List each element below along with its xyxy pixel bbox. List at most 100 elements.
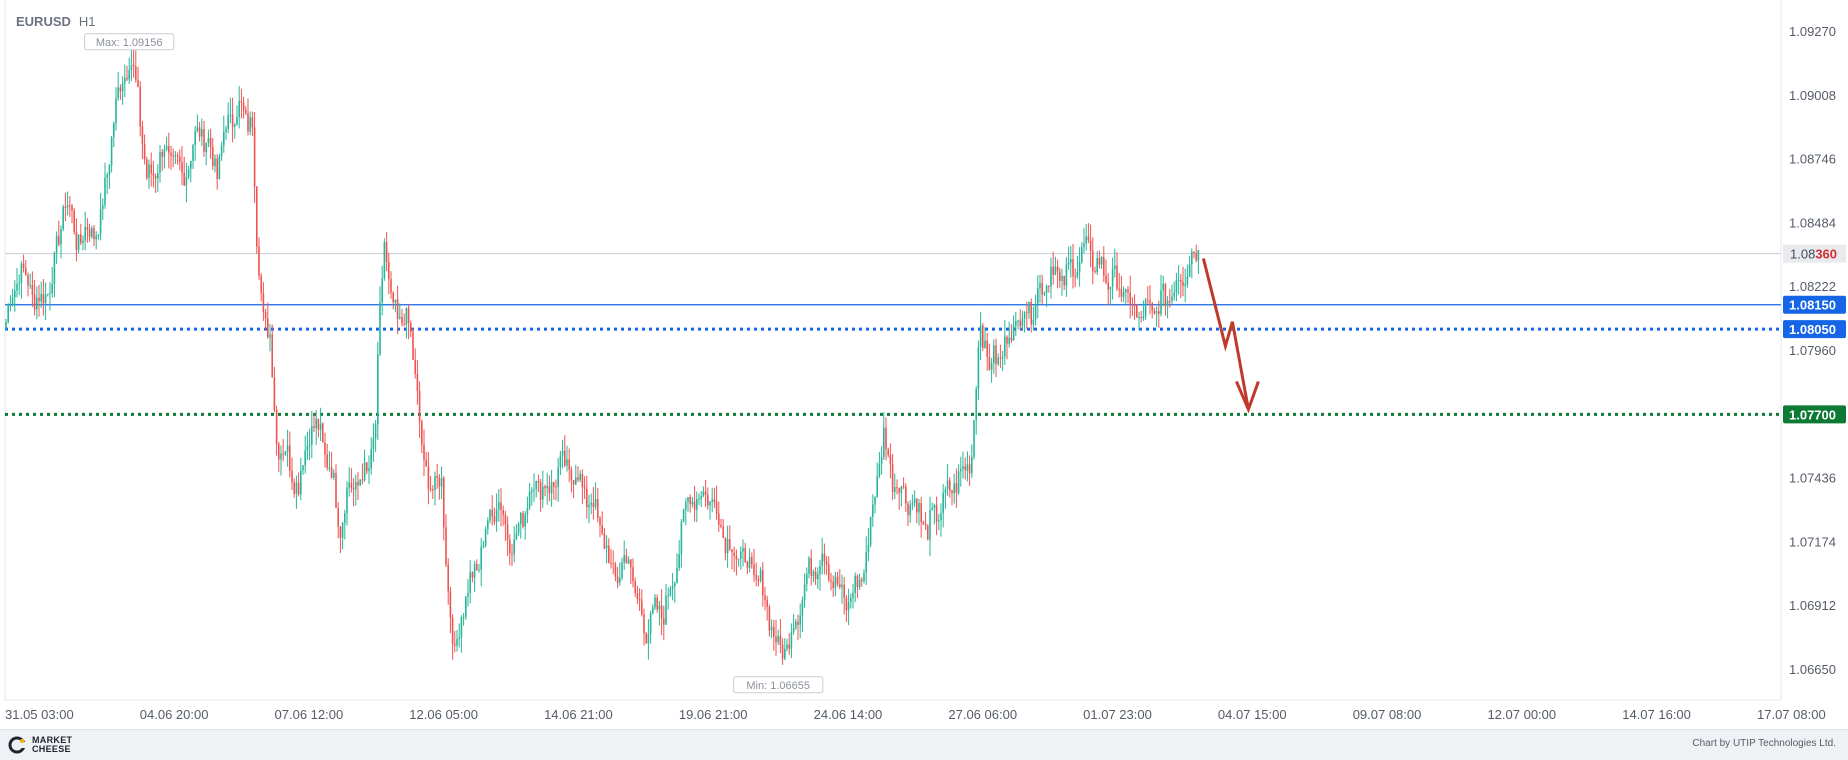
candle-body <box>592 502 595 508</box>
candle-body <box>775 636 777 643</box>
candle-body <box>759 570 762 581</box>
candle-body <box>414 359 416 374</box>
candle-body <box>82 240 84 244</box>
candle-body <box>720 524 722 527</box>
candle-body <box>520 512 522 524</box>
candle-body <box>751 557 753 565</box>
candle-body <box>1045 285 1048 293</box>
candle-body <box>370 449 372 469</box>
candle-body <box>1153 310 1156 314</box>
candle-body <box>192 144 194 161</box>
candle-body <box>616 576 619 583</box>
candle-body <box>245 109 247 114</box>
level-label: 1.08050 <box>1789 322 1836 337</box>
candle-body <box>495 509 498 522</box>
candle-body <box>942 492 944 514</box>
candle-body <box>80 234 82 244</box>
candle-body <box>997 357 999 364</box>
candle-body <box>264 312 267 319</box>
candle-body <box>641 600 643 615</box>
candle-body <box>361 479 364 481</box>
candle-body <box>999 357 1002 359</box>
current-price-label: 1.08360 <box>1790 247 1837 262</box>
candle-body <box>97 234 100 236</box>
logo-line-2: CHEESE <box>32 744 71 754</box>
price-chart[interactable]: 1.09270 1.09008 1.08746 1.08484 1.08222 1.079… <box>0 0 1848 729</box>
time-tick-label: 14.07 16:00 <box>1622 707 1691 722</box>
candle-body <box>949 480 951 491</box>
candle-body <box>236 116 238 125</box>
candle-body <box>201 129 203 137</box>
candle-body <box>1048 285 1050 287</box>
candle-body <box>876 476 878 497</box>
chart-background <box>0 0 1848 729</box>
candle-body <box>885 427 887 450</box>
candle-body <box>1008 337 1010 344</box>
candle-body <box>544 486 546 489</box>
candle-body <box>14 290 16 298</box>
candle-body <box>586 488 588 508</box>
candle-body <box>995 345 997 364</box>
candle-body <box>689 496 691 505</box>
candle-body <box>1142 316 1145 319</box>
candle-body <box>99 208 102 235</box>
candle-body <box>168 145 170 153</box>
candle-body <box>25 268 27 275</box>
candle-body <box>674 583 676 587</box>
candle-body <box>522 512 524 527</box>
candle-body <box>678 554 680 568</box>
market-cheese-logo: MARKET CHEESE <box>8 736 72 754</box>
candle-body <box>465 596 467 617</box>
candle-body <box>1193 251 1195 253</box>
candle-body <box>832 581 834 588</box>
candle-body <box>152 173 155 176</box>
candle-body <box>304 450 306 466</box>
time-tick-label: 07.06 12:00 <box>275 707 344 722</box>
candle-body <box>1063 276 1065 286</box>
candle-body <box>11 297 14 306</box>
candle-body <box>933 504 936 509</box>
candle-body <box>638 599 641 601</box>
candle-body <box>172 155 174 157</box>
candle-body <box>135 66 137 80</box>
level-label: 1.07700 <box>1789 407 1836 422</box>
candle-body <box>306 445 309 451</box>
extreme-label-box <box>733 676 824 694</box>
time-tick-label: 31.05 03:00 <box>5 707 74 722</box>
candle-body <box>603 533 606 549</box>
candle-body <box>542 486 544 500</box>
candle-body <box>407 308 410 324</box>
candle-body <box>489 509 491 521</box>
candle-body <box>911 503 914 505</box>
candle-body <box>33 294 36 310</box>
candle-body <box>88 229 91 237</box>
candle-body <box>625 555 628 564</box>
candle-body <box>295 482 298 494</box>
candle-body <box>533 489 535 491</box>
candle-body <box>1195 252 1197 261</box>
candle-body <box>1065 264 1068 286</box>
candle-body <box>381 278 383 303</box>
candle-body <box>1081 247 1083 263</box>
candle-body <box>1169 301 1171 303</box>
candle-body <box>421 421 423 445</box>
candlestick-series <box>5 48 1200 665</box>
candle-body <box>583 487 586 489</box>
candle-body <box>451 617 454 644</box>
candle-body <box>280 453 282 460</box>
candle-body <box>709 501 711 506</box>
candle-body <box>1087 236 1090 241</box>
candle-body <box>867 544 870 553</box>
candle-body <box>865 552 867 573</box>
candle-body <box>955 483 958 493</box>
time-tick-label: 12.07 00:00 <box>1487 707 1556 722</box>
candle-body <box>1032 319 1035 325</box>
candle-body <box>374 424 377 439</box>
candle-body <box>469 572 471 594</box>
candle-body <box>282 453 284 455</box>
candle-body <box>1182 281 1184 286</box>
candle-body <box>819 565 821 574</box>
candle-body <box>715 501 718 514</box>
candle-body <box>141 126 144 145</box>
candle-body <box>559 455 562 468</box>
